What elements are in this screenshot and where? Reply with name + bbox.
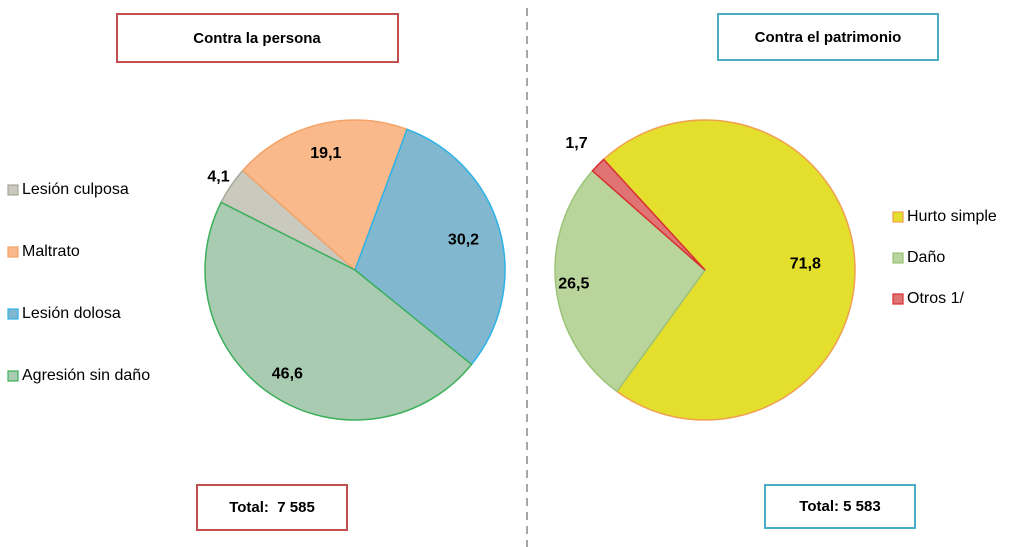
legend-swatch: [7, 370, 19, 382]
legend-swatch: [7, 308, 19, 320]
chart-title: Contra la persona: [193, 30, 321, 47]
data-label: 26,5: [558, 276, 589, 293]
pie-slice: [354, 128, 506, 366]
data-label: 19,1: [310, 145, 341, 162]
legend-label: Lesión dolosa: [22, 305, 121, 322]
total-box: [196, 484, 348, 531]
pie-slice: [241, 119, 409, 272]
chart-title: Contra el patrimonio: [755, 29, 902, 46]
data-label: 30,2: [448, 231, 479, 248]
legend-label: Hurto simple: [907, 208, 997, 225]
legend-label: Agresión sin daño: [22, 367, 150, 384]
legend-swatch: [7, 184, 19, 196]
data-label: 71,8: [790, 256, 821, 273]
legend-swatch: [892, 293, 904, 305]
legend-label: Otros 1/: [907, 290, 964, 307]
data-label: 1,7: [565, 135, 587, 152]
legend-label: Daño: [907, 249, 945, 266]
total: Total: 7 585: [229, 499, 315, 516]
legend-swatch: [7, 246, 19, 258]
data-label: 4,1: [207, 169, 229, 186]
data-label: 46,6: [272, 366, 303, 383]
pie-slice: [554, 169, 707, 393]
legend-swatch: [892, 211, 904, 223]
total-box: [764, 484, 916, 529]
total: Total: 5 583: [799, 498, 880, 515]
title-box: [116, 13, 399, 63]
pie-slice: [204, 201, 473, 421]
legend-label: Maltrato: [22, 243, 80, 260]
pie-slice: [591, 158, 706, 271]
legend-swatch: [892, 252, 904, 264]
legend-label: Lesión culposa: [22, 181, 129, 198]
pie-slice: [602, 119, 856, 421]
title-box: [717, 13, 939, 61]
